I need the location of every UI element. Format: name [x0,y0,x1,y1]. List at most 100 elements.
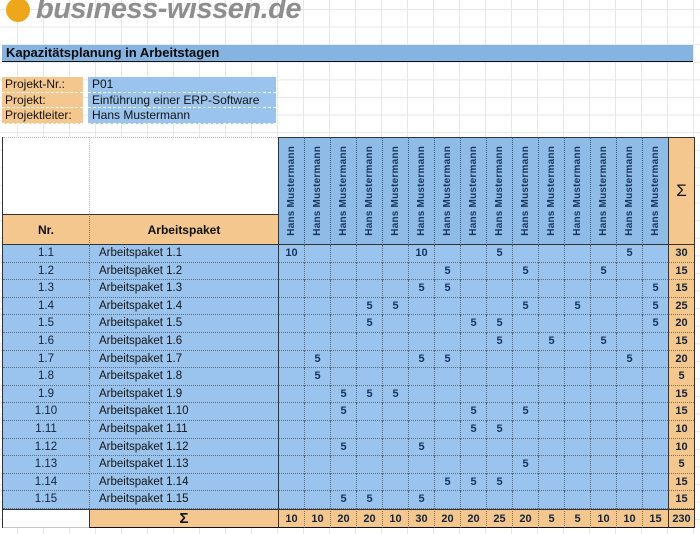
capacity-value-cell[interactable] [460,280,486,298]
capacity-value-cell[interactable] [434,385,460,404]
capacity-value-cell[interactable] [330,368,356,386]
capacity-value-cell[interactable]: 5 [512,262,538,281]
capacity-value-cell[interactable] [538,456,564,474]
capacity-value-cell[interactable] [434,403,460,421]
capacity-value-cell[interactable] [278,420,304,439]
capacity-value-cell[interactable] [538,245,564,263]
work-package-cell[interactable]: Arbeitspaket 1.3 [89,280,278,298]
capacity-value-cell[interactable] [278,262,304,281]
capacity-value-cell[interactable] [564,368,590,386]
capacity-value-cell[interactable] [538,438,564,457]
capacity-value-cell[interactable] [538,420,564,439]
capacity-value-cell[interactable] [590,385,616,404]
capacity-value-cell[interactable] [590,350,616,369]
capacity-value-cell[interactable]: 5 [356,385,382,404]
capacity-value-cell[interactable] [486,438,512,457]
capacity-value-cell[interactable] [642,332,668,351]
capacity-value-cell[interactable] [460,350,486,369]
capacity-value-cell[interactable] [564,438,590,457]
row-number-cell[interactable]: 1.14 [3,473,89,492]
capacity-value-cell[interactable]: 5 [408,350,434,369]
capacity-value-cell[interactable] [564,262,590,281]
capacity-value-cell[interactable] [512,245,538,263]
capacity-value-cell[interactable] [538,262,564,281]
capacity-value-cell[interactable]: 5 [382,385,408,404]
capacity-value-cell[interactable] [382,262,408,281]
person-column-header[interactable]: Hans Mustermann [408,137,434,245]
project-number-value[interactable]: P01 [88,77,276,93]
capacity-value-cell[interactable] [304,297,330,316]
capacity-value-cell[interactable] [616,420,642,439]
capacity-value-cell[interactable] [278,332,304,351]
capacity-value-cell[interactable]: 5 [460,420,486,439]
capacity-value-cell[interactable] [356,403,382,421]
capacity-value-cell[interactable] [408,473,434,492]
person-column-header[interactable]: Hans Mustermann [590,137,616,245]
capacity-value-cell[interactable] [642,438,668,457]
capacity-value-cell[interactable] [512,315,538,333]
work-package-cell[interactable]: Arbeitspaket 1.11 [89,420,278,439]
capacity-value-cell[interactable] [460,297,486,316]
capacity-value-cell[interactable]: 5 [460,403,486,421]
capacity-value-cell[interactable] [460,385,486,404]
capacity-value-cell[interactable]: 5 [460,315,486,333]
capacity-value-cell[interactable] [590,420,616,439]
capacity-value-cell[interactable] [408,262,434,281]
capacity-value-cell[interactable] [616,438,642,457]
person-column-header[interactable]: Hans Mustermann [564,137,590,245]
capacity-value-cell[interactable] [512,438,538,457]
capacity-value-cell[interactable] [330,315,356,333]
work-package-cell[interactable]: Arbeitspaket 1.13 [89,456,278,474]
capacity-value-cell[interactable] [356,438,382,457]
capacity-value-cell[interactable] [356,262,382,281]
work-package-cell[interactable]: Arbeitspaket 1.5 [89,315,278,333]
capacity-value-cell[interactable] [382,245,408,263]
capacity-value-cell[interactable] [512,368,538,386]
work-package-cell[interactable]: Arbeitspaket 1.14 [89,473,278,492]
capacity-value-cell[interactable] [512,491,538,509]
capacity-value-cell[interactable]: 5 [486,245,512,263]
capacity-value-cell[interactable] [304,473,330,492]
capacity-value-cell[interactable] [408,403,434,421]
row-number-cell[interactable]: 1.2 [3,262,89,281]
capacity-value-cell[interactable] [356,368,382,386]
capacity-value-cell[interactable] [330,297,356,316]
capacity-value-cell[interactable] [564,491,590,509]
capacity-value-cell[interactable] [486,368,512,386]
capacity-value-cell[interactable] [382,473,408,492]
capacity-value-cell[interactable] [564,315,590,333]
capacity-value-cell[interactable] [538,385,564,404]
capacity-value-cell[interactable] [538,280,564,298]
capacity-value-cell[interactable] [330,280,356,298]
work-package-cell[interactable]: Arbeitspaket 1.6 [89,332,278,351]
capacity-value-cell[interactable] [564,245,590,263]
capacity-value-cell[interactable] [356,473,382,492]
capacity-value-cell[interactable] [408,368,434,386]
capacity-value-cell[interactable] [564,280,590,298]
capacity-value-cell[interactable] [382,280,408,298]
capacity-value-cell[interactable] [434,332,460,351]
row-number-cell[interactable]: 1.3 [3,280,89,298]
capacity-value-cell[interactable] [616,368,642,386]
capacity-value-cell[interactable] [304,491,330,509]
capacity-value-cell[interactable]: 5 [460,473,486,492]
capacity-value-cell[interactable] [278,403,304,421]
capacity-value-cell[interactable] [564,403,590,421]
capacity-value-cell[interactable] [564,332,590,351]
work-package-cell[interactable]: Arbeitspaket 1.2 [89,262,278,281]
capacity-value-cell[interactable] [330,245,356,263]
capacity-value-cell[interactable] [512,332,538,351]
capacity-value-cell[interactable]: 5 [434,350,460,369]
capacity-value-cell[interactable] [382,315,408,333]
capacity-value-cell[interactable]: 5 [486,473,512,492]
row-number-cell[interactable]: 1.10 [3,403,89,421]
capacity-value-cell[interactable]: 5 [408,280,434,298]
capacity-value-cell[interactable]: 5 [512,403,538,421]
capacity-value-cell[interactable] [486,456,512,474]
capacity-value-cell[interactable] [616,297,642,316]
capacity-value-cell[interactable] [382,438,408,457]
capacity-value-cell[interactable] [330,332,356,351]
capacity-value-cell[interactable]: 5 [590,332,616,351]
capacity-value-cell[interactable] [434,438,460,457]
capacity-value-cell[interactable] [408,420,434,439]
